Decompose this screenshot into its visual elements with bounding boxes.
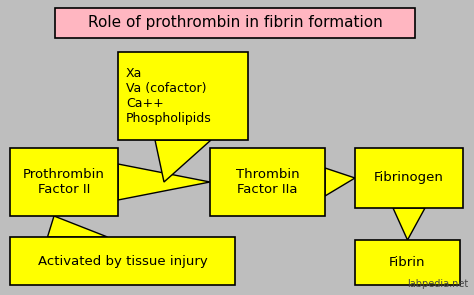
Text: Xa
Va (cofactor)
Ca++
Phospholipids: Xa Va (cofactor) Ca++ Phospholipids	[126, 67, 212, 125]
FancyBboxPatch shape	[55, 8, 415, 38]
Polygon shape	[325, 168, 355, 196]
FancyBboxPatch shape	[210, 148, 325, 216]
FancyBboxPatch shape	[10, 237, 235, 285]
Text: Fibrin: Fibrin	[389, 256, 426, 269]
Polygon shape	[393, 208, 425, 240]
FancyBboxPatch shape	[10, 148, 118, 216]
Text: Prothrombin
Factor II: Prothrombin Factor II	[23, 168, 105, 196]
Text: Thrombin
Factor IIa: Thrombin Factor IIa	[236, 168, 299, 196]
Text: Role of prothrombin in fibrin formation: Role of prothrombin in fibrin formation	[88, 16, 383, 30]
FancyBboxPatch shape	[118, 52, 248, 140]
Polygon shape	[118, 164, 210, 200]
Text: labpedia.net: labpedia.net	[407, 279, 468, 289]
Polygon shape	[47, 216, 108, 237]
Text: Activated by tissue injury: Activated by tissue injury	[37, 255, 207, 268]
Text: Fibrinogen: Fibrinogen	[374, 171, 444, 184]
FancyBboxPatch shape	[355, 240, 460, 285]
Polygon shape	[155, 140, 211, 182]
FancyBboxPatch shape	[355, 148, 463, 208]
